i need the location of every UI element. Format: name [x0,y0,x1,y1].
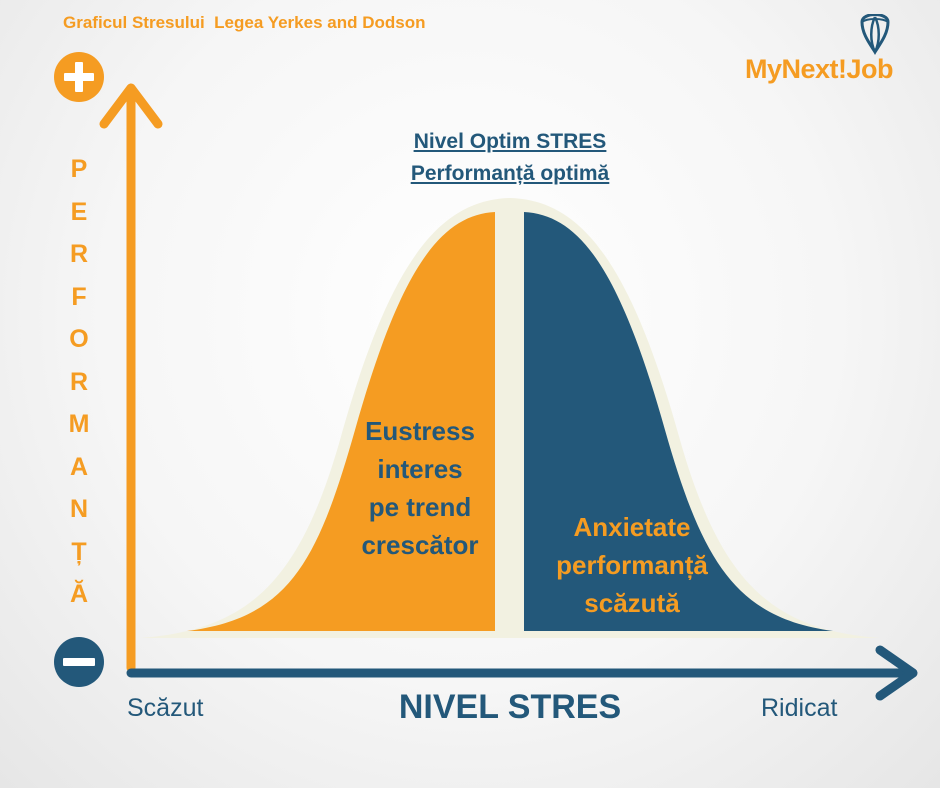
y-axis-letter: O [69,325,89,353]
anxiety-line-2: performanță [556,550,708,580]
y-axis-letter: Ă [69,580,89,608]
eustress-line-4: crescător [361,530,479,560]
x-axis-low-label: Scăzut [127,694,204,722]
peak-line-1: Nivel Optim STRES [413,130,607,153]
y-axis-letter: E [70,197,88,226]
anxiety-line-1: Anxietate [573,512,691,542]
peak-annotation: Nivel Optim STRES Performanță optimă [360,126,660,190]
x-axis-title: NIVEL STRES [398,688,622,726]
peak-line-2: Performanță optimă [410,162,610,185]
logo: MyNext!Job [745,14,925,94]
hot-air-balloon-icon [860,14,890,55]
eustress-line-3: pe trend [368,492,472,522]
y-axis-letter: R [69,240,89,268]
y-axis-letter: N [69,495,89,523]
chart-title: Graficul Stresului Legea Yerkes and Dods… [63,13,426,32]
x-axis-high-label: Ridicat [761,694,838,722]
logo-text: MyNext!Job [745,54,894,85]
eustress-label: Eustress interes pe trend crescător [350,412,490,564]
y-axis-letter: Ț [71,537,87,566]
eustress-line-1: Eustress [365,416,475,446]
eustress-region [187,212,495,631]
logo-part-2: ! [838,54,847,84]
logo-part-3: Job [846,54,894,84]
y-axis-letter: A [69,452,89,481]
anxiety-line-3: scăzută [584,588,680,618]
logo-part-1: MyNext [745,54,839,84]
y-axis-letter: M [68,410,90,438]
y-axis-letter: R [69,367,89,396]
bell-curve-halo [140,198,880,638]
minus-icon [54,637,104,687]
plus-icon [54,52,104,102]
y-axis-letter: F [71,282,87,311]
x-axis-arrow [126,645,918,701]
anxiety-region [524,212,833,631]
anxiety-label: Anxietate performanță scăzută [518,508,746,622]
y-axis-arrow [99,83,163,673]
y-axis-letter: P [70,155,88,183]
eustress-line-2: interes [377,454,463,484]
